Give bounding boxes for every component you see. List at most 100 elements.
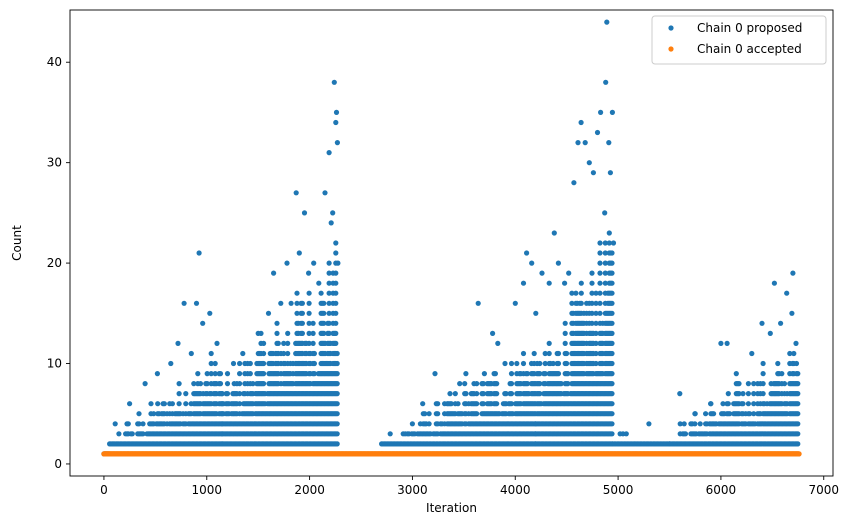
proposed-point xyxy=(335,260,341,266)
legend-marker-accepted xyxy=(668,46,674,52)
proposed-point xyxy=(275,340,281,346)
proposed-point xyxy=(333,270,339,276)
proposed-point xyxy=(578,290,584,296)
proposed-point xyxy=(760,381,766,387)
proposed-point xyxy=(321,320,327,326)
proposed-point xyxy=(546,350,552,357)
proposed-point xyxy=(610,240,617,246)
proposed-point xyxy=(326,330,332,336)
proposed-point xyxy=(334,421,340,427)
proposed-point xyxy=(578,280,584,286)
proposed-point xyxy=(593,350,599,357)
proposed-point xyxy=(321,310,327,316)
proposed-point xyxy=(589,280,595,286)
proposed-point xyxy=(562,330,568,336)
legend: Chain 0 proposed Chain 0 accepted xyxy=(651,15,827,65)
proposed-point xyxy=(435,411,441,417)
proposed-point xyxy=(590,170,597,176)
proposed-point xyxy=(326,150,332,156)
proposed-point xyxy=(502,360,508,367)
proposed-point xyxy=(261,381,267,387)
proposed-point xyxy=(311,371,317,377)
y-tick-label: 10 xyxy=(47,357,62,371)
proposed-point xyxy=(463,391,469,397)
proposed-point xyxy=(333,280,339,286)
proposed-point xyxy=(606,140,612,146)
proposed-point xyxy=(310,340,316,346)
proposed-point xyxy=(176,381,182,387)
proposed-point xyxy=(562,340,568,346)
proposed-point xyxy=(609,109,616,115)
proposed-point xyxy=(609,340,615,346)
proposed-point xyxy=(183,391,189,397)
proposed-point xyxy=(281,340,287,346)
proposed-point xyxy=(609,360,615,367)
proposed-point xyxy=(306,330,312,336)
proposed-point xyxy=(387,431,393,437)
proposed-point xyxy=(296,250,302,256)
proposed-point xyxy=(524,371,531,377)
proposed-point xyxy=(494,401,500,407)
proposed-point xyxy=(597,300,603,306)
proposed-point xyxy=(247,360,253,367)
proposed-point xyxy=(333,300,339,306)
proposed-point xyxy=(586,160,592,166)
proposed-point xyxy=(606,240,612,246)
proposed-point xyxy=(214,340,220,346)
proposed-point xyxy=(790,270,796,276)
proposed-point xyxy=(151,411,157,417)
proposed-point xyxy=(603,79,609,85)
proposed-point xyxy=(208,360,214,367)
proposed-point xyxy=(791,350,797,357)
y-tick-label: 20 xyxy=(47,256,62,270)
proposed-point xyxy=(609,350,615,357)
proposed-point xyxy=(321,300,327,306)
proposed-point xyxy=(749,350,755,357)
proposed-point xyxy=(237,360,243,367)
proposed-point xyxy=(299,300,305,306)
proposed-point xyxy=(598,109,604,115)
accepted-points xyxy=(101,451,802,457)
x-tick-label: 4000 xyxy=(500,483,531,497)
y-tick-label: 40 xyxy=(47,55,62,69)
proposed-point xyxy=(409,421,415,427)
proposed-point xyxy=(736,381,742,387)
proposed-point xyxy=(261,340,267,346)
proposed-point xyxy=(677,391,683,397)
proposed-point xyxy=(452,391,458,397)
proposed-point xyxy=(597,290,603,296)
proposed-point xyxy=(334,360,340,367)
proposed-point xyxy=(778,320,784,326)
proposed-point xyxy=(334,140,340,146)
proposed-point xyxy=(281,350,287,357)
proposed-point xyxy=(334,411,340,417)
proposed-point xyxy=(204,371,210,377)
proposed-point xyxy=(537,371,543,377)
proposed-point xyxy=(542,360,548,367)
proposed-point xyxy=(745,401,752,407)
proposed-point xyxy=(555,350,562,357)
proposed-point xyxy=(793,340,799,346)
proposed-point xyxy=(294,290,300,296)
proposed-point xyxy=(322,190,328,196)
proposed-point xyxy=(204,381,210,387)
proposed-point xyxy=(250,381,256,387)
proposed-point xyxy=(514,360,520,367)
proposed-point xyxy=(306,270,312,276)
proposed-point xyxy=(555,371,562,377)
proposed-point xyxy=(321,330,327,336)
proposed-point xyxy=(422,411,428,417)
proposed-point xyxy=(508,360,515,367)
x-tick-label: 1000 xyxy=(191,483,222,497)
proposed-point xyxy=(767,330,773,336)
proposed-point xyxy=(326,280,332,286)
proposed-point xyxy=(692,411,698,417)
proposed-point xyxy=(284,260,290,266)
proposed-point xyxy=(609,260,615,266)
proposed-point xyxy=(306,290,312,296)
proposed-point xyxy=(740,401,746,407)
proposed-point xyxy=(334,441,340,447)
proposed-point xyxy=(609,250,615,256)
proposed-point xyxy=(333,290,339,296)
proposed-point xyxy=(463,371,469,377)
